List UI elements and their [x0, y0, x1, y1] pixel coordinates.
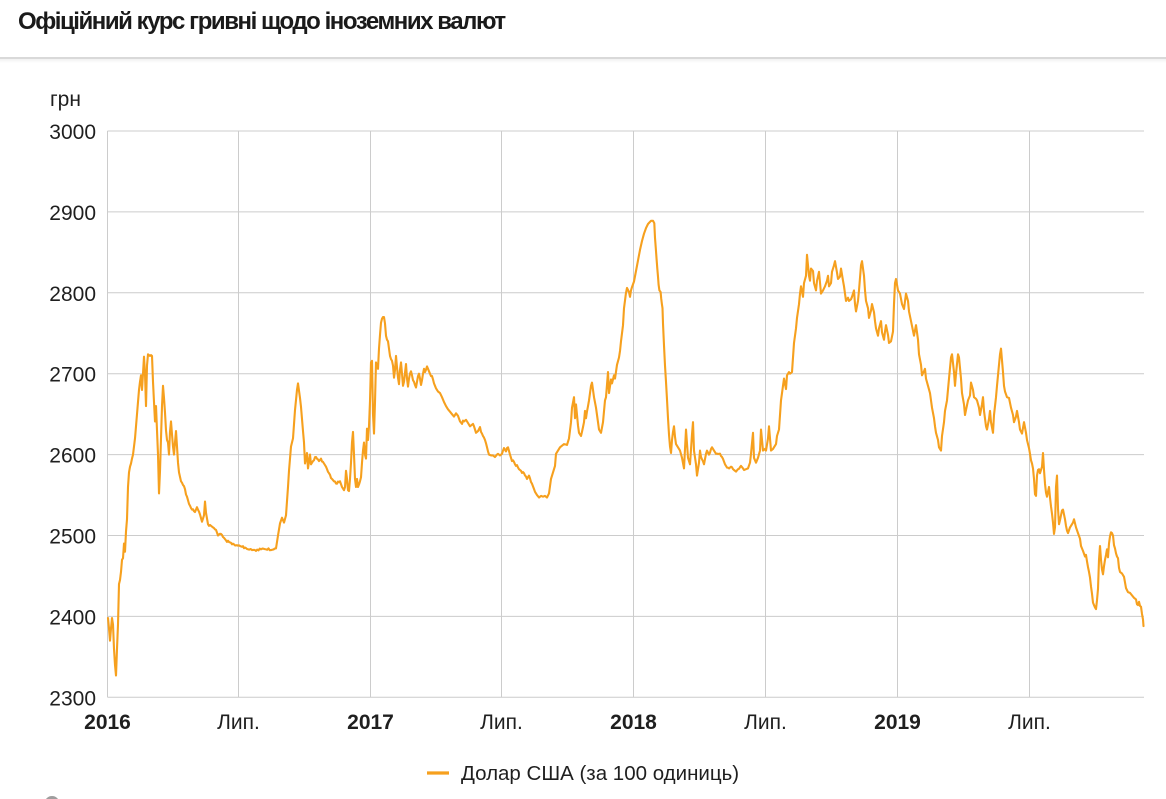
svg-text:2900: 2900	[49, 202, 96, 225]
svg-text:2500: 2500	[49, 526, 96, 549]
svg-text:грн: грн	[50, 88, 81, 111]
svg-text:Лип.: Лип.	[217, 711, 260, 734]
svg-text:2400: 2400	[49, 606, 96, 629]
svg-text:2017: 2017	[347, 711, 394, 734]
svg-text:3000: 3000	[49, 121, 96, 144]
svg-text:2016: 2016	[84, 711, 131, 734]
svg-text:Лип.: Лип.	[1008, 711, 1051, 734]
svg-text:Лип.: Лип.	[744, 711, 787, 734]
svg-text:2800: 2800	[49, 283, 96, 306]
svg-text:2700: 2700	[49, 364, 96, 387]
svg-text:Лип.: Лип.	[480, 711, 523, 734]
svg-text:2300: 2300	[49, 687, 96, 710]
svg-text:2019: 2019	[874, 711, 921, 734]
svg-text:2600: 2600	[49, 445, 96, 468]
svg-text:Долар США (за 100 одиниць): Долар США (за 100 одиниць)	[461, 762, 739, 785]
svg-text:2018: 2018	[610, 711, 657, 734]
